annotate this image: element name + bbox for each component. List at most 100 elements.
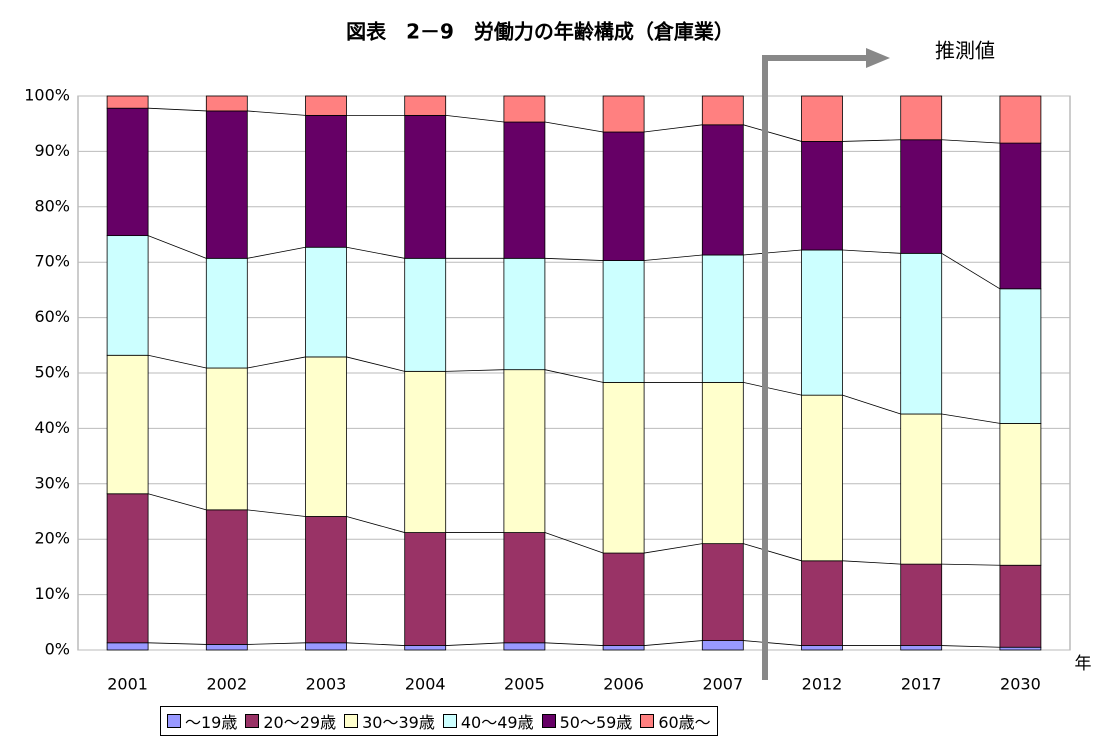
bar-segment: [701, 95, 744, 126]
forecast-arrowhead: [866, 48, 890, 68]
series-line: [842, 249, 901, 254]
chart-title: 図表 2－9 労働力の年齢構成（倉庫業）: [346, 20, 734, 44]
legend-swatch: [167, 714, 181, 728]
legend-label: 20～29歳: [263, 713, 337, 732]
bar-segment: [999, 646, 1042, 651]
series-line: [743, 382, 802, 396]
bar-segment: [900, 139, 943, 254]
legend-swatch: [245, 714, 260, 728]
bar-segment: [503, 369, 546, 533]
bar-segment: [503, 121, 546, 259]
bar-segment: [503, 642, 546, 651]
bar-segment: [404, 370, 447, 533]
bar-segment: [205, 110, 248, 259]
series-line: [941, 252, 1001, 290]
legend-item: 40～49歳: [442, 709, 534, 733]
series-line: [544, 369, 604, 383]
y-tick-label: 40%: [34, 418, 70, 437]
y-tick-label: 30%: [34, 473, 70, 492]
series-line: [941, 413, 1000, 424]
legend-swatch: [640, 714, 655, 728]
bar-segment: [305, 246, 347, 358]
series-line: [842, 394, 901, 415]
bar-segment: [503, 257, 546, 371]
bar-segment: [999, 564, 1042, 648]
bar-segment: [205, 257, 248, 369]
bar-segment: [900, 95, 943, 141]
bar-segment: [205, 644, 248, 651]
legend-label: 50～59歳: [559, 713, 633, 732]
bar-segment: [602, 382, 645, 554]
bar-segment: [503, 532, 546, 644]
bar-segment: [305, 114, 347, 248]
series-line: [941, 645, 1000, 648]
legend-label: ～19歳: [185, 713, 238, 732]
bar-segment: [701, 543, 744, 641]
series-line: [445, 114, 504, 123]
x-tick-label: 2030: [1000, 675, 1041, 694]
annotation: 推測値: [935, 39, 995, 63]
series-line: [743, 124, 802, 142]
x-tick-label: 2004: [405, 675, 446, 694]
bar-segment: [106, 235, 149, 356]
x-tick-label: 2017: [901, 675, 942, 694]
bar-segment: [801, 560, 843, 646]
bar-segment: [503, 95, 546, 123]
x-tick-label: 2003: [306, 675, 347, 694]
x-tick-label: 2007: [702, 675, 743, 694]
bar-segment: [305, 516, 347, 644]
bar-segment: [106, 354, 149, 495]
legend-item: 60歳～: [640, 709, 711, 733]
series-line: [247, 509, 306, 517]
bar-segment: [602, 645, 645, 651]
legend-item: ～19歳: [167, 709, 237, 733]
bar-segment: [602, 260, 645, 383]
bar-segment: [404, 95, 447, 116]
bar-segment: [701, 640, 744, 651]
series-line: [644, 640, 703, 646]
series-line: [941, 139, 1000, 144]
y-tick-label: 70%: [34, 252, 70, 271]
series-line: [247, 356, 306, 369]
series-line: [445, 369, 504, 372]
bar-segment: [602, 552, 645, 646]
bar-segment: [900, 645, 943, 651]
series-line: [148, 354, 207, 369]
bar-segment: [602, 95, 645, 133]
series-line: [346, 356, 405, 372]
series-line: [842, 139, 901, 142]
bar-segment: [900, 252, 943, 415]
series-line: [247, 642, 306, 645]
bar-segment: [900, 413, 943, 565]
bar-segment: [900, 563, 943, 646]
bar-segment: [801, 95, 843, 142]
series-line: [147, 235, 207, 259]
x-axis-label: 年: [1075, 654, 1092, 674]
y-tick-label: 0%: [45, 640, 70, 659]
y-tick-label: 10%: [34, 584, 70, 603]
bar-segment: [701, 124, 744, 256]
bar-segment: [205, 509, 248, 645]
bar-segment: [404, 645, 447, 651]
bar-segment: [999, 423, 1042, 566]
legend-swatch: [344, 714, 359, 728]
x-tick-label: 2012: [802, 675, 843, 694]
forecast-arrow: [762, 55, 870, 680]
bar-segment: [801, 394, 843, 562]
bar-segment: [305, 95, 347, 116]
bar-segment: [999, 142, 1042, 290]
bar-segment: [106, 95, 149, 109]
y-tick-label: 80%: [34, 196, 70, 215]
bar-segment: [106, 493, 149, 644]
series-line: [544, 121, 604, 133]
bar-segment: [999, 288, 1042, 424]
bar-segment: [999, 95, 1042, 144]
bar-segment: [801, 645, 843, 651]
series-line: [644, 254, 703, 261]
series-line: [743, 543, 802, 562]
series-line: [544, 532, 604, 554]
series-line: [842, 560, 901, 565]
y-tick-label: 90%: [34, 141, 70, 160]
